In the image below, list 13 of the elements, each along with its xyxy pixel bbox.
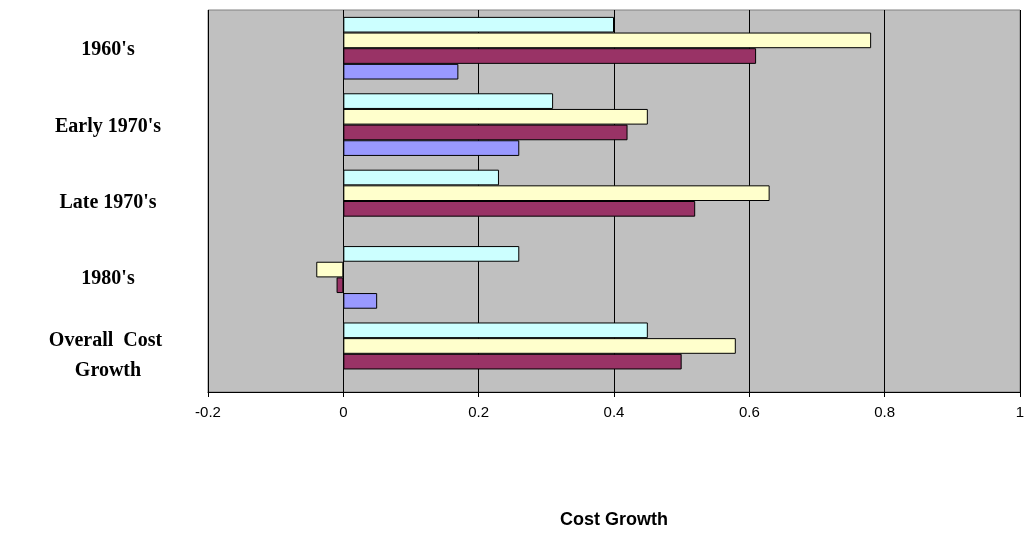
y-tick-label: Early 1970's	[54, 113, 162, 137]
y-tick-label: Late 1970's	[59, 190, 157, 212]
x-axis-title: Cost Growth	[560, 509, 668, 529]
x-tick-label: -0.2	[195, 403, 221, 420]
y-tick-label: 1960's	[81, 37, 135, 60]
x-tick-label: 0	[339, 403, 348, 420]
x-tick-label: 0.2	[468, 403, 490, 420]
x-tick-label: 0.6	[738, 403, 760, 420]
y-tick-label: Overall Cost Growth	[48, 327, 168, 380]
x-tick-label: 1	[1015, 403, 1025, 420]
y-tick-label: 1980's	[81, 266, 135, 289]
x-tick-label: 0.8	[874, 403, 896, 420]
x-tick-label: 0.4	[603, 403, 625, 420]
